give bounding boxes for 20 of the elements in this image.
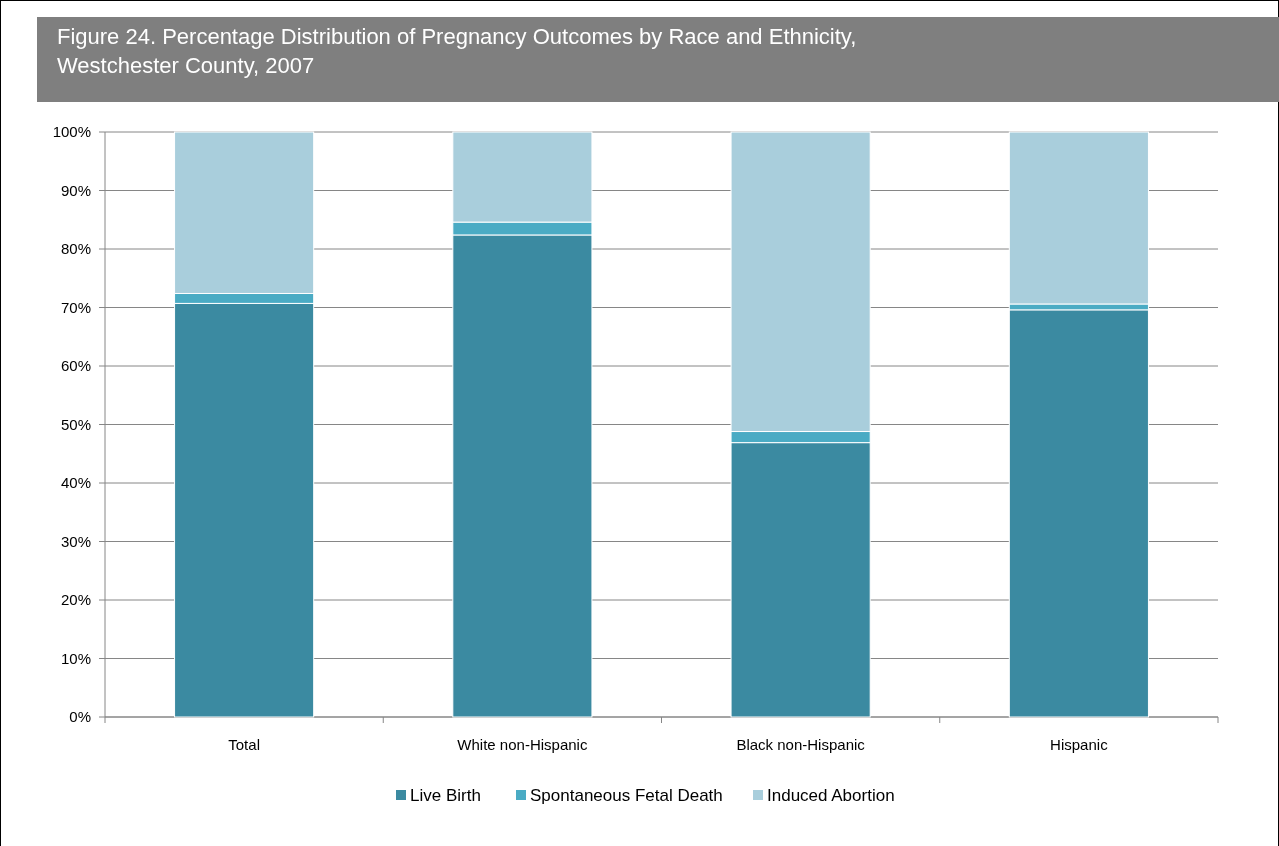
y-tick-label: 20% bbox=[60, 591, 91, 609]
y-tick-label: 60% bbox=[60, 357, 91, 375]
y-tick-label: 100% bbox=[52, 123, 91, 141]
x-tick-label: Black non-Hispanic bbox=[736, 736, 866, 753]
legend-label: Induced Abortion bbox=[767, 785, 895, 805]
y-tick-label: 90% bbox=[60, 181, 91, 199]
legend-label: Spontaneous Fetal Death bbox=[530, 785, 723, 805]
x-tick-label: White non-Hispanic bbox=[457, 736, 588, 753]
bar bbox=[1008, 309, 1149, 718]
y-tick-label: 80% bbox=[60, 240, 91, 258]
x-tick-label: Total bbox=[228, 736, 260, 753]
y-tick-label: 50% bbox=[60, 415, 91, 433]
x-tick-label: Hispanic bbox=[1050, 736, 1109, 753]
y-tick-label: 0% bbox=[69, 708, 91, 726]
y-tick-label: 40% bbox=[60, 474, 91, 492]
y-tick-label: 30% bbox=[60, 532, 91, 550]
y-tick-label: 10% bbox=[60, 649, 91, 667]
chart-title: Figure 24. Percentage Distribution of Pregnancy Outcomes by Race and Ethnicity, Westchester County, 2007 bbox=[57, 24, 857, 78]
y-tick-label: 70% bbox=[60, 298, 91, 316]
legend-label: Live Birth bbox=[410, 785, 481, 805]
